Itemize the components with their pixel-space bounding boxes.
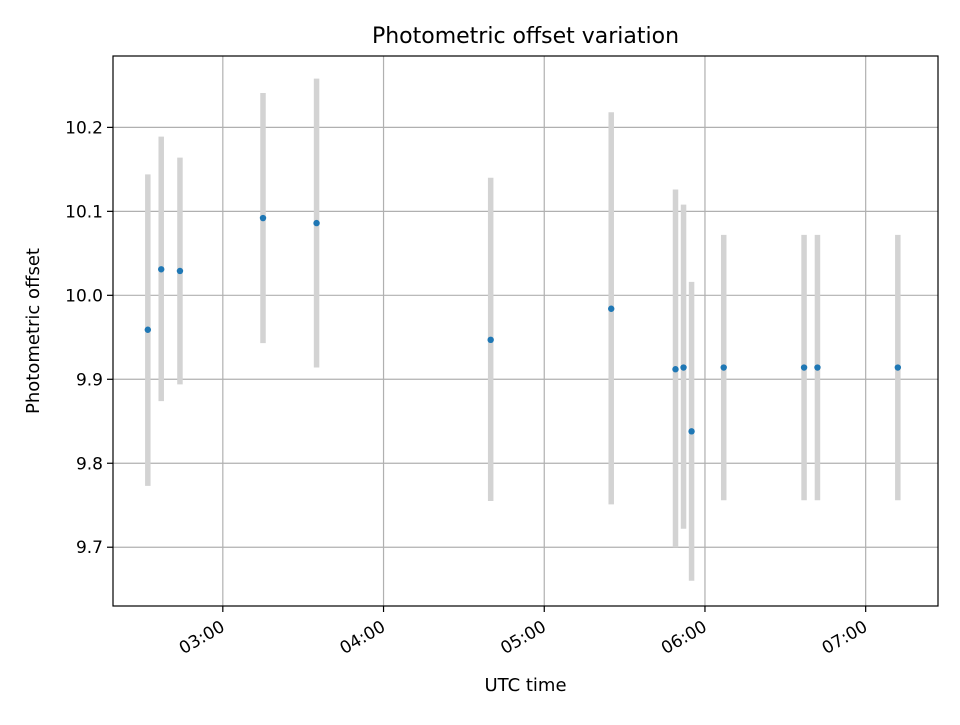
data-point — [814, 364, 821, 371]
data-point — [672, 366, 679, 373]
y-tick-label: 9.9 — [76, 370, 103, 390]
data-point — [680, 364, 687, 371]
data-point — [313, 219, 320, 227]
y-axis-ticks: 9.7 9.8 9.9 10.0 10.1 10.2 — [65, 118, 113, 558]
data-point — [720, 364, 727, 371]
data-point — [894, 364, 902, 371]
y-tick-label: 10.1 — [65, 202, 103, 222]
plot-frame — [112, 55, 939, 607]
data-point — [800, 364, 808, 371]
x-axis-label: UTC time — [484, 675, 566, 696]
data-point — [608, 305, 615, 312]
data-point — [144, 326, 152, 333]
data-point — [688, 428, 695, 435]
data-points — [144, 214, 902, 435]
chart-title: Photometric offset variation — [372, 24, 679, 49]
y-tick-label: 9.7 — [76, 538, 103, 558]
y-tick-label: 10.0 — [65, 286, 103, 306]
y-axis-label: Photometric offset — [23, 248, 44, 414]
grid — [113, 56, 938, 606]
data-point — [158, 266, 165, 273]
data-point — [176, 267, 184, 275]
y-tick-label: 10.2 — [65, 118, 103, 138]
data-point — [259, 214, 267, 222]
data-point — [487, 336, 494, 344]
y-tick-label: 9.8 — [76, 454, 103, 474]
